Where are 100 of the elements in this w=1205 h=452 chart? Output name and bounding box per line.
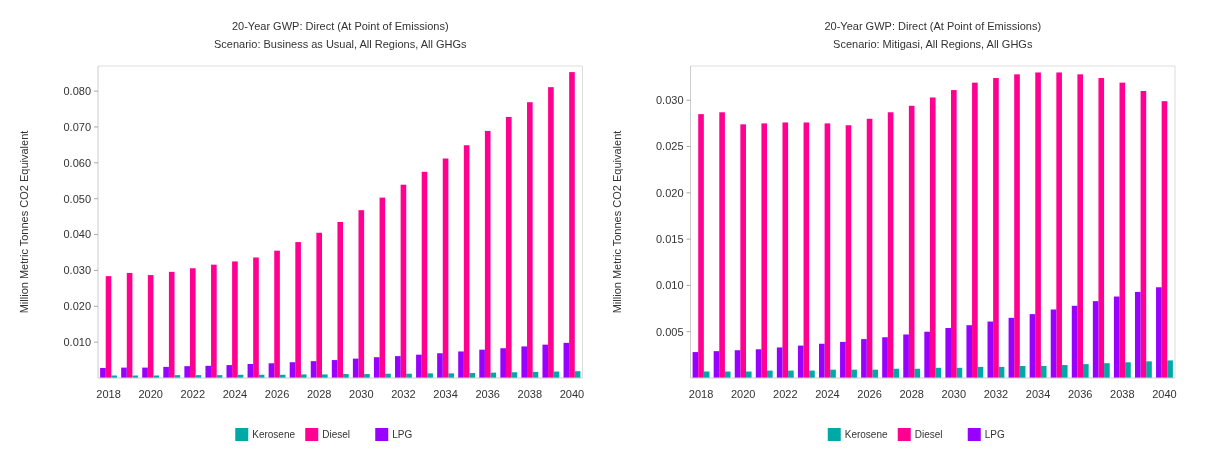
- y-tick-label: 0.030: [63, 264, 91, 277]
- bar: [100, 367, 106, 378]
- bar: [226, 365, 233, 378]
- bar: [740, 124, 746, 378]
- bar: [232, 261, 238, 378]
- y-tick-label: 0.020: [63, 300, 91, 313]
- legend-label: Diesel: [322, 428, 351, 440]
- y-tick-label: 0.020: [655, 186, 684, 199]
- bar: [569, 72, 575, 378]
- bar: [761, 123, 768, 378]
- x-tick-label: 2038: [1110, 388, 1135, 400]
- bar: [253, 257, 259, 378]
- y-tick-label: 0.005: [655, 325, 684, 338]
- bar: [521, 346, 528, 378]
- y-tick-label: 0.010: [655, 279, 684, 292]
- y-tick-label: 0.010: [63, 335, 91, 348]
- x-tick-label: 2030: [941, 388, 967, 400]
- bar: [448, 373, 454, 378]
- bar: [719, 112, 725, 378]
- x-tick-label: 2018: [96, 388, 121, 400]
- bar: [840, 341, 846, 378]
- y-tick-label: 0.080: [63, 84, 91, 97]
- bar: [548, 87, 554, 378]
- bar: [1040, 365, 1047, 378]
- bar: [972, 82, 978, 378]
- bar: [951, 90, 957, 378]
- bar: [914, 368, 921, 378]
- x-tick-label: 2032: [391, 388, 416, 400]
- bar: [1146, 361, 1152, 378]
- x-tick-label: 2020: [138, 388, 163, 400]
- bar: [121, 367, 127, 378]
- bar: [861, 339, 867, 378]
- x-tick-label: 2034: [1025, 388, 1051, 400]
- bar: [505, 116, 512, 378]
- x-tick-label: 2036: [475, 388, 500, 400]
- bar: [782, 122, 789, 378]
- y-tick-label: 0.050: [63, 192, 91, 205]
- x-tick-label: 2022: [773, 388, 798, 400]
- bar: [427, 373, 433, 378]
- bar: [1035, 72, 1041, 378]
- bar: [373, 357, 380, 378]
- bar: [1156, 287, 1162, 378]
- x-tick-label: 2030: [349, 388, 374, 400]
- bar: [1014, 74, 1020, 378]
- y-tick-label: 0.070: [63, 120, 91, 133]
- y-tick-label: 0.030: [655, 94, 684, 107]
- bar: [484, 130, 491, 378]
- bar: [1125, 362, 1131, 378]
- legend-label: Kerosene: [252, 428, 296, 440]
- x-tick-label: 2024: [222, 388, 248, 400]
- x-tick-label: 2036: [1067, 388, 1093, 400]
- bar: [479, 349, 485, 378]
- bar: [274, 250, 280, 378]
- x-tick-label: 2038: [517, 388, 543, 400]
- bar: [211, 264, 217, 378]
- bar: [945, 328, 952, 378]
- bar: [321, 374, 328, 378]
- bar: [819, 343, 825, 378]
- bar: [1134, 291, 1141, 378]
- y-axis-title: Million Metric Tonnes CO2 Equivalent: [18, 130, 30, 314]
- bar: [903, 334, 909, 378]
- x-tick-label: 2026: [857, 388, 882, 400]
- x-tick-label: 2022: [180, 388, 206, 400]
- bar: [1056, 72, 1062, 378]
- bar: [1083, 364, 1089, 378]
- bar: [1061, 365, 1068, 378]
- bar: [527, 102, 533, 378]
- bar: [337, 222, 344, 378]
- bar: [1113, 296, 1120, 378]
- x-tick-label: 2028: [899, 388, 924, 400]
- x-tick-label: 2034: [433, 388, 458, 400]
- bar: [500, 348, 506, 378]
- x-tick-label: 2028: [306, 388, 332, 400]
- bar: [893, 368, 900, 378]
- bar: [316, 232, 322, 378]
- bar: [184, 366, 190, 378]
- x-tick-label: 2040: [559, 388, 585, 400]
- x-tick-label: 2018: [688, 388, 714, 400]
- y-tick-label: 0.025: [655, 140, 684, 153]
- bar: [458, 351, 464, 378]
- bar: [698, 114, 704, 378]
- bar: [542, 344, 549, 378]
- bar: [966, 325, 973, 378]
- bar: [189, 268, 196, 378]
- x-tick-label: 2024: [815, 388, 840, 400]
- bar: [924, 331, 930, 378]
- bar: [797, 345, 804, 378]
- bar: [929, 97, 936, 378]
- legend-label: LPG: [984, 428, 1005, 440]
- chart-subtitle: Scenario: Mitigasi, All Regions, All GHGs: [833, 38, 1033, 50]
- bar: [205, 365, 212, 378]
- bar: [295, 242, 301, 378]
- chart-subtitle: Scenario: Business as Usual, All Regions, All GHGs: [213, 38, 467, 50]
- bar: [142, 367, 148, 378]
- bar: [163, 366, 169, 378]
- y-axis-title: Million Metric Tonnes CO2 Equivalent: [610, 130, 623, 314]
- bar: [168, 271, 175, 378]
- bar: [1098, 78, 1105, 378]
- y-tick-label: 0.060: [63, 156, 91, 169]
- bar: [1077, 74, 1084, 378]
